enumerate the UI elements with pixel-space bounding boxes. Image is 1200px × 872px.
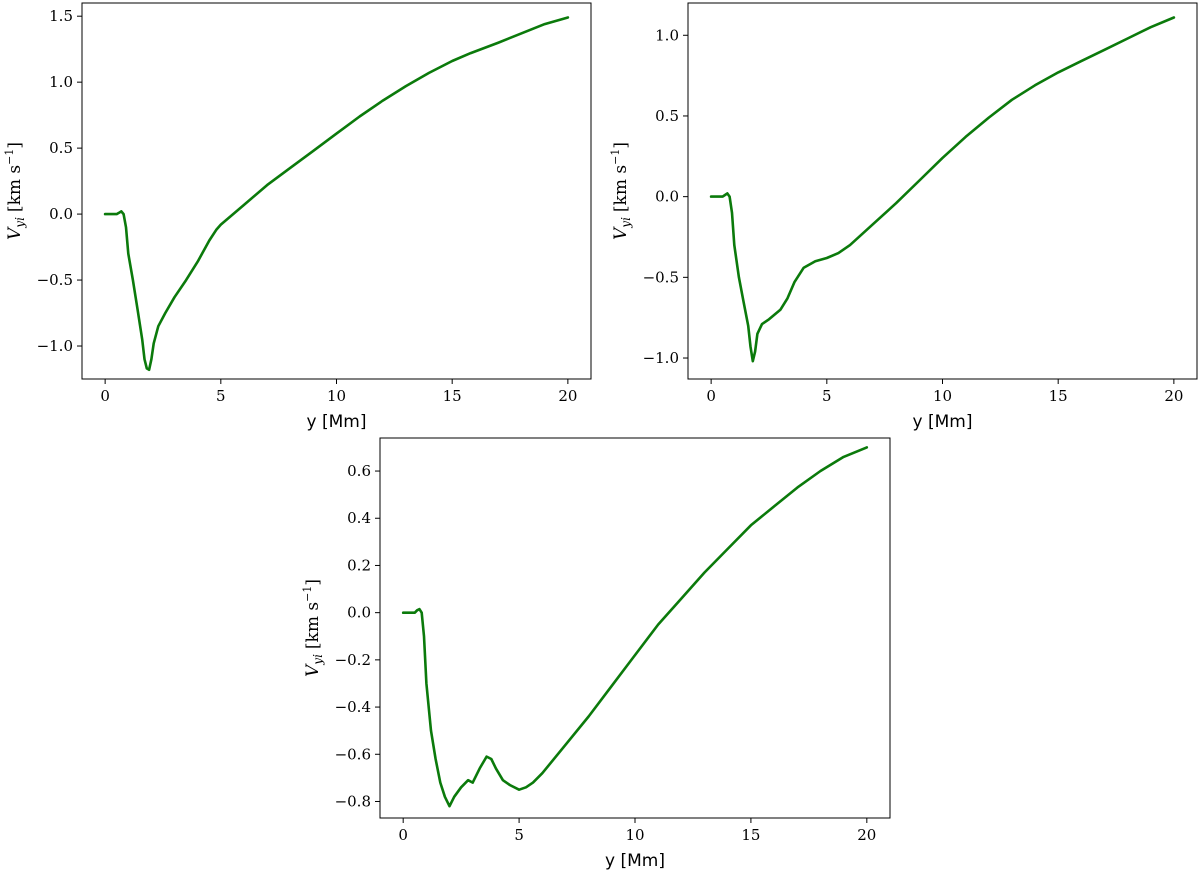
y-tick-label: 0.0: [347, 604, 371, 622]
y-axis-label-unit: [km s: [611, 165, 631, 212]
y-axis-label-exp: −1: [609, 149, 622, 165]
y-tick-label: −0.2: [335, 651, 371, 669]
y-axis-label-main: V: [303, 663, 323, 677]
y-axis-label: Vyi [km s−1]: [3, 142, 27, 240]
x-tick-label: 0: [706, 387, 716, 405]
x-tick-label: 0: [398, 826, 408, 844]
x-tick-label: 5: [216, 387, 226, 405]
y-axis-label-main: V: [611, 226, 631, 240]
y-axis-label-close: ]: [611, 142, 631, 149]
x-tick-label: 0: [100, 387, 110, 405]
y-axis-label-unit: [km s: [303, 602, 323, 649]
y-axis-label-close: ]: [303, 579, 323, 586]
y-axis-label-close: ]: [5, 142, 25, 149]
y-axis-label: Vyi [km s−1]: [301, 579, 325, 677]
x-tick-label: 15: [443, 387, 462, 405]
x-tick-label: 20: [1164, 387, 1183, 405]
series-line-1: [401, 446, 869, 808]
y-tick-label: −1.0: [37, 337, 73, 355]
y-tick-label: 0.2: [347, 556, 371, 574]
y-axis-label-exp: −1: [3, 149, 16, 165]
y-tick-label: −0.5: [37, 271, 73, 289]
y-tick-label: 0.5: [49, 139, 73, 157]
y-tick-label: 1.0: [655, 26, 679, 44]
x-tick-label: 20: [558, 387, 577, 405]
y-tick-label: 0.4: [347, 509, 371, 527]
y-tick-label: −0.8: [335, 792, 371, 810]
y-tick-label: 0.0: [655, 188, 679, 206]
x-tick-label: 5: [514, 826, 524, 844]
x-tick-label: 10: [625, 826, 644, 844]
chart-panel-3: 0 5 10 15 20 −0.8 −0.6 −0.4 −0.2 0.0 0.2 0.4 0.6 y [M…: [301, 437, 891, 871]
x-axis-label: y [Mm]: [605, 851, 665, 871]
x-tick-label: 15: [741, 826, 760, 844]
y-axis-label-sub: yi: [13, 217, 27, 229]
y-tick-label: −0.6: [335, 745, 371, 763]
y-tick-label: 0.5: [655, 107, 679, 125]
y-tick-label: −0.5: [643, 268, 679, 286]
y-tick-label: 0.6: [347, 462, 371, 480]
x-axis-label: y [Mm]: [913, 412, 973, 432]
x-tick-label: 20: [857, 826, 876, 844]
x-tick-label: 5: [822, 387, 832, 405]
axes-frame: [379, 437, 891, 819]
axes-frame: [81, 2, 592, 380]
y-axis-label-unit: [km s: [5, 165, 25, 212]
y-tick-label: 1.5: [49, 7, 73, 25]
y-axis-label: Vyi [km s−1]: [609, 142, 633, 240]
series-line-1: [709, 16, 1176, 363]
chart-panel-1: 0 5 10 15 20 −1.0 −0.5 0.0 0.5 1.0 1.5 y [Mm] Vyi [km…: [3, 2, 592, 432]
series-line-1: [103, 16, 570, 372]
y-tick-label: 1.0: [49, 73, 73, 91]
y-tick-label: −0.4: [335, 698, 371, 716]
y-axis-label-main: V: [5, 226, 25, 240]
x-tick-label: 10: [933, 387, 952, 405]
y-tick-label: −1.0: [643, 349, 679, 367]
y-tick-label: 0.0: [49, 205, 73, 223]
y-axis-label-sub: yi: [311, 654, 325, 666]
x-tick-label: 15: [1049, 387, 1068, 405]
x-axis-label: y [Mm]: [307, 412, 367, 432]
y-axis-label-sub: yi: [619, 217, 633, 229]
chart-panel-2: 0 5 10 15 20 −1.0 −0.5 0.0 0.5 1.0 y [Mm] Vyi [km s−…: [609, 2, 1198, 432]
y-axis-label-exp: −1: [301, 586, 314, 602]
x-tick-label: 10: [327, 387, 346, 405]
